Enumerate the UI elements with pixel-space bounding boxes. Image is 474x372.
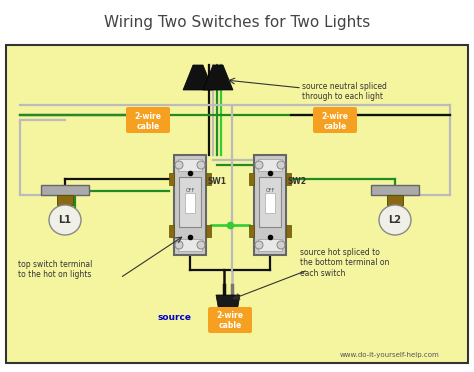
Text: cable: cable — [137, 122, 160, 131]
Bar — [206, 225, 211, 237]
Text: source neutral spliced
through to each light: source neutral spliced through to each l… — [302, 82, 387, 102]
Bar — [178, 159, 202, 171]
Circle shape — [277, 161, 285, 169]
Text: cable: cable — [219, 321, 242, 330]
Circle shape — [175, 161, 183, 169]
Bar — [206, 173, 211, 185]
Polygon shape — [216, 295, 240, 317]
Text: cable: cable — [323, 122, 346, 131]
Bar — [249, 173, 254, 185]
Text: 2-wire: 2-wire — [217, 311, 244, 321]
Bar — [57, 195, 73, 205]
Polygon shape — [183, 65, 213, 90]
Circle shape — [255, 241, 263, 249]
Bar — [387, 195, 403, 205]
Text: source hot spliced to
the bottom terminal on
each switch: source hot spliced to the bottom termina… — [300, 248, 389, 278]
Text: www.do-it-yourself-help.com: www.do-it-yourself-help.com — [340, 352, 440, 358]
Text: source: source — [158, 314, 192, 323]
Bar — [286, 225, 291, 237]
Text: SW1: SW1 — [208, 176, 227, 186]
Bar — [179, 177, 201, 227]
Bar — [174, 155, 206, 255]
Text: OFF: OFF — [265, 187, 274, 192]
Text: OFF: OFF — [185, 187, 195, 192]
FancyBboxPatch shape — [208, 307, 252, 333]
Bar — [169, 225, 174, 237]
Bar — [259, 177, 281, 227]
Circle shape — [197, 241, 205, 249]
Ellipse shape — [49, 205, 81, 235]
Bar — [41, 185, 89, 195]
Bar — [169, 173, 174, 185]
Bar — [178, 239, 202, 251]
Text: L2: L2 — [389, 215, 401, 225]
Text: L1: L1 — [58, 215, 72, 225]
Circle shape — [255, 161, 263, 169]
Polygon shape — [203, 65, 233, 90]
Circle shape — [175, 241, 183, 249]
Bar — [371, 185, 419, 195]
Bar — [185, 193, 195, 213]
Bar — [6, 45, 468, 363]
FancyBboxPatch shape — [313, 107, 357, 133]
Bar — [258, 159, 282, 171]
Text: 2-wire: 2-wire — [321, 112, 348, 121]
Text: 2-wire: 2-wire — [135, 112, 162, 121]
Ellipse shape — [379, 205, 411, 235]
Bar — [249, 225, 254, 237]
Circle shape — [277, 241, 285, 249]
Text: top switch terminal
to the hot on lights: top switch terminal to the hot on lights — [18, 260, 92, 279]
FancyBboxPatch shape — [126, 107, 170, 133]
Bar — [254, 155, 286, 255]
Circle shape — [197, 161, 205, 169]
Bar — [265, 193, 275, 213]
Bar — [258, 239, 282, 251]
Bar — [0, 0, 474, 45]
Bar — [286, 173, 291, 185]
Text: Wiring Two Switches for Two Lights: Wiring Two Switches for Two Lights — [104, 15, 370, 29]
Text: SW2: SW2 — [288, 176, 307, 186]
